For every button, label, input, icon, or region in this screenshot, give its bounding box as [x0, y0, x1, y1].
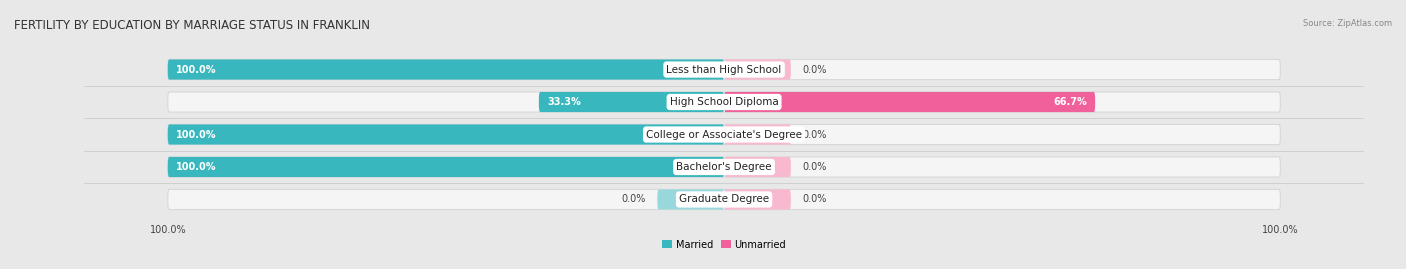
FancyBboxPatch shape — [658, 189, 724, 210]
FancyBboxPatch shape — [167, 59, 1281, 80]
Text: College or Associate's Degree: College or Associate's Degree — [647, 129, 801, 140]
FancyBboxPatch shape — [724, 189, 790, 210]
FancyBboxPatch shape — [167, 125, 1281, 144]
Text: Less than High School: Less than High School — [666, 65, 782, 75]
Text: FERTILITY BY EDUCATION BY MARRIAGE STATUS IN FRANKLIN: FERTILITY BY EDUCATION BY MARRIAGE STATU… — [14, 19, 370, 32]
Text: Source: ZipAtlas.com: Source: ZipAtlas.com — [1303, 19, 1392, 28]
Text: 66.7%: 66.7% — [1053, 97, 1087, 107]
FancyBboxPatch shape — [167, 189, 1281, 210]
Legend: Married, Unmarried: Married, Unmarried — [658, 236, 790, 254]
Text: 0.0%: 0.0% — [801, 129, 827, 140]
FancyBboxPatch shape — [724, 125, 790, 144]
Text: 0.0%: 0.0% — [801, 65, 827, 75]
Text: 100.0%: 100.0% — [176, 162, 217, 172]
Text: Graduate Degree: Graduate Degree — [679, 194, 769, 204]
Text: 100.0%: 100.0% — [176, 65, 217, 75]
FancyBboxPatch shape — [538, 92, 724, 112]
FancyBboxPatch shape — [724, 157, 790, 177]
FancyBboxPatch shape — [167, 157, 1281, 177]
Text: Bachelor's Degree: Bachelor's Degree — [676, 162, 772, 172]
Text: 33.3%: 33.3% — [547, 97, 581, 107]
Text: 0.0%: 0.0% — [801, 194, 827, 204]
FancyBboxPatch shape — [167, 125, 724, 144]
Text: High School Diploma: High School Diploma — [669, 97, 779, 107]
FancyBboxPatch shape — [167, 92, 1281, 112]
FancyBboxPatch shape — [724, 92, 1095, 112]
FancyBboxPatch shape — [167, 157, 724, 177]
Text: 100.0%: 100.0% — [176, 129, 217, 140]
Text: 0.0%: 0.0% — [621, 194, 647, 204]
Text: 0.0%: 0.0% — [801, 162, 827, 172]
FancyBboxPatch shape — [167, 59, 724, 80]
FancyBboxPatch shape — [724, 59, 790, 80]
